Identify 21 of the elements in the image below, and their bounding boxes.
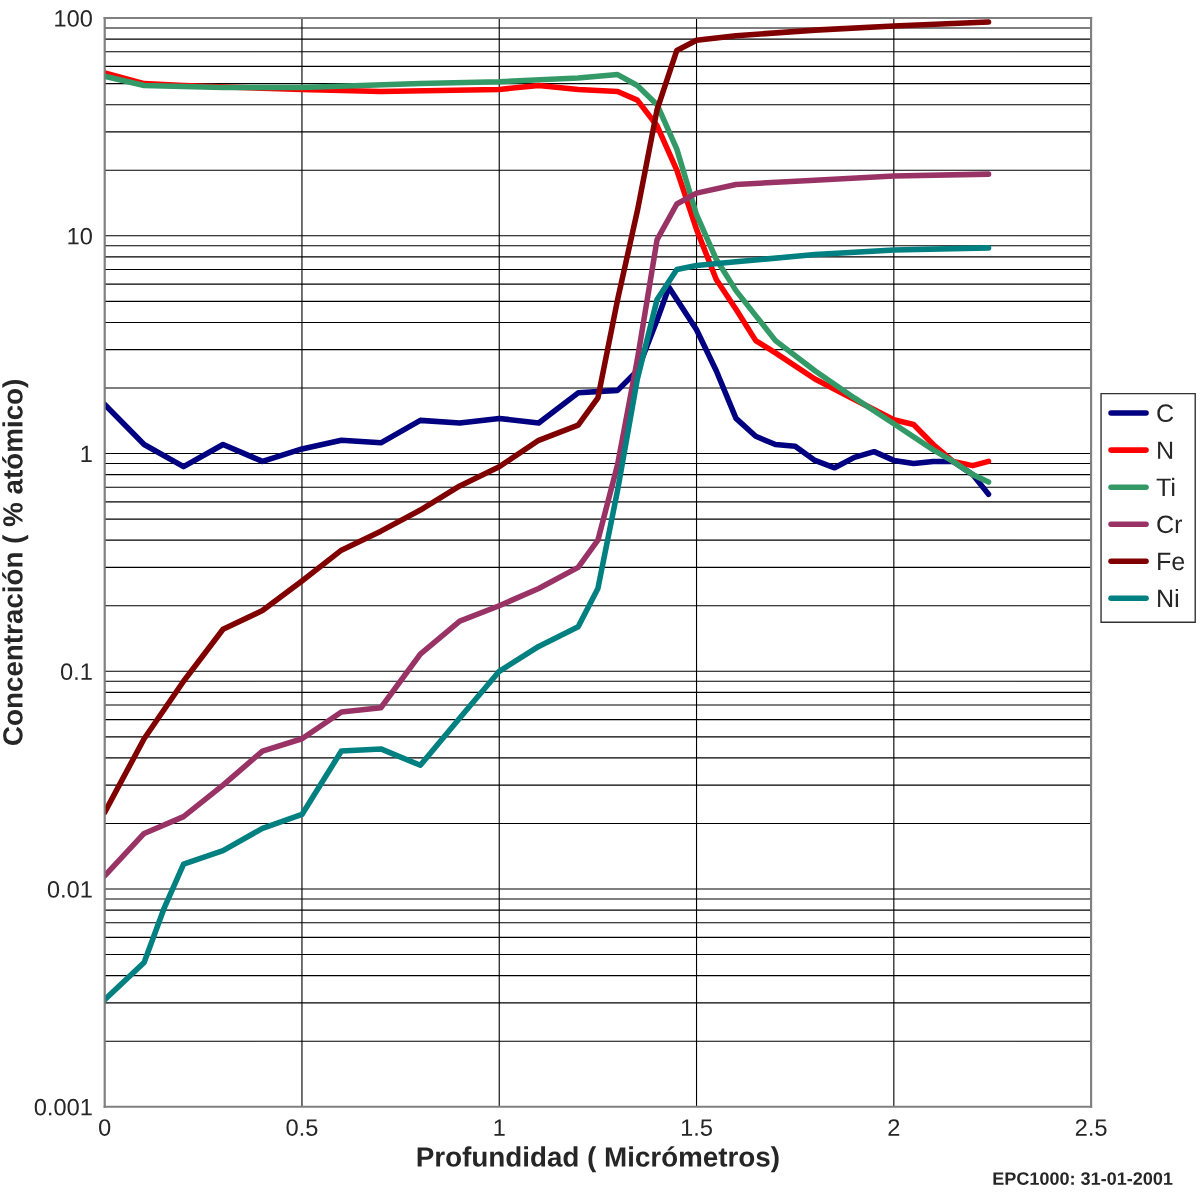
legend-label: C	[1157, 404, 1174, 423]
legend-label: Ti	[1156, 477, 1175, 496]
y-tick-label: 0.01	[47, 881, 92, 898]
x-tick-label: 1.5	[681, 1119, 712, 1136]
x-tick-label: 0.5	[286, 1119, 318, 1136]
x-axis-title: Profundidad ( Micrómetros)	[417, 1146, 779, 1173]
y-axis-title: Concentración ( % atómico)	[2, 380, 29, 745]
legend-label: Ni	[1158, 588, 1178, 608]
text: EPC1000: 31-01-2001	[993, 1172, 1173, 1186]
y-tick-label: 0.1	[60, 663, 92, 681]
y-tick-label: 1	[81, 445, 92, 463]
legend-label: Cr	[1157, 515, 1183, 534]
legend-label: Fe	[1158, 552, 1185, 571]
x-tick-label: 1	[494, 1119, 505, 1136]
y-tick-label: 0.001	[34, 1098, 92, 1116]
x-tick-label: 0	[99, 1119, 111, 1136]
y-tick-label: 100	[55, 10, 92, 27]
legend-label: N	[1158, 441, 1173, 459]
y-tick-label: 10	[68, 227, 92, 245]
x-tick-label: 2	[888, 1119, 900, 1136]
x-tick-label: 2.5	[1075, 1119, 1107, 1136]
